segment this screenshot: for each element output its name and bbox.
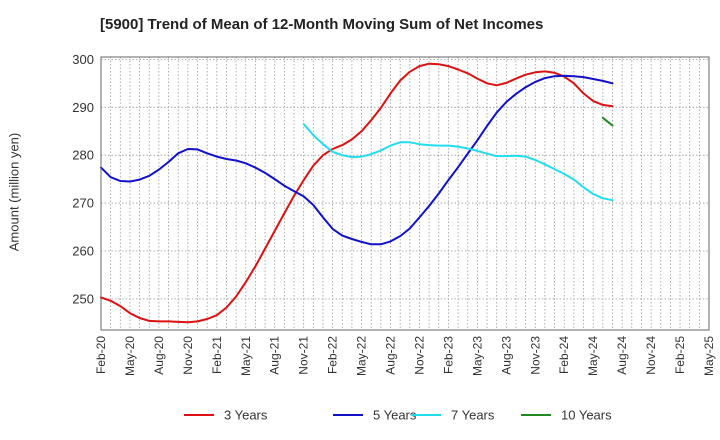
y-tick-label: 270 [72, 196, 94, 211]
legend-item-5-years: 5 Years [333, 408, 417, 423]
y-tick-label: 250 [72, 291, 94, 306]
x-tick-label: Nov-24 [644, 336, 658, 375]
legend-item-7-years: 7 Years [411, 408, 495, 423]
x-axis: Feb-20 May-20 Aug-20 Nov-20 Feb-21 May-21 Aug-… [94, 336, 716, 376]
y-tick-label: 290 [72, 100, 94, 115]
chart-title: [5900] Trend of Mean of 12-Month Moving … [100, 16, 544, 33]
series-line-7-years [302, 123, 614, 202]
legend-label-7-years: 7 Years [451, 408, 495, 423]
x-tick-label: Aug-20 [152, 336, 166, 375]
y-axis: 250 260 270 280 290 300 [72, 52, 94, 306]
x-tick-label: Nov-20 [181, 336, 195, 375]
series-layer [100, 62, 614, 324]
y-tick-label: 280 [72, 148, 94, 163]
x-tick-label: Feb-21 [210, 336, 224, 374]
legend-item-10-years: 10 Years [521, 408, 612, 423]
legend-item-3-years: 3 Years [184, 408, 268, 423]
legend: 3 Years 5 Years 7 Years 10 Years [184, 408, 612, 423]
x-tick-label: Feb-25 [673, 336, 687, 374]
x-tick-label: Aug-24 [615, 336, 629, 375]
x-tick-label: May-25 [702, 336, 716, 376]
x-tick-label: Feb-24 [557, 336, 571, 374]
y-tick-label: 260 [72, 243, 94, 258]
plot-frame [100, 56, 710, 331]
x-tick-label: May-21 [239, 336, 253, 376]
x-tick-label: May-23 [470, 336, 484, 376]
series-line-5-years [100, 74, 614, 246]
legend-label-5-years: 5 Years [373, 408, 417, 423]
legend-label-10-years: 10 Years [561, 408, 612, 423]
x-tick-label: Nov-21 [297, 336, 311, 375]
x-tick-label: Aug-23 [499, 336, 513, 375]
x-tick-label: Feb-22 [326, 336, 340, 374]
series-line-3-years [100, 62, 614, 324]
grid-layer [100, 57, 710, 330]
x-tick-label: May-22 [355, 336, 369, 376]
y-tick-label: 300 [72, 52, 94, 67]
x-tick-label: Nov-23 [528, 336, 542, 375]
x-tick-label: May-20 [123, 336, 137, 376]
x-tick-label: Nov-22 [412, 336, 426, 375]
x-tick-label: Feb-20 [94, 336, 108, 374]
x-tick-label: May-24 [586, 336, 600, 376]
x-tick-label: Aug-21 [268, 336, 282, 375]
x-tick-label: Feb-23 [441, 336, 455, 374]
legend-label-3-years: 3 Years [224, 408, 268, 423]
x-tick-label: Aug-22 [384, 336, 398, 375]
series-line-10-years [601, 116, 614, 127]
